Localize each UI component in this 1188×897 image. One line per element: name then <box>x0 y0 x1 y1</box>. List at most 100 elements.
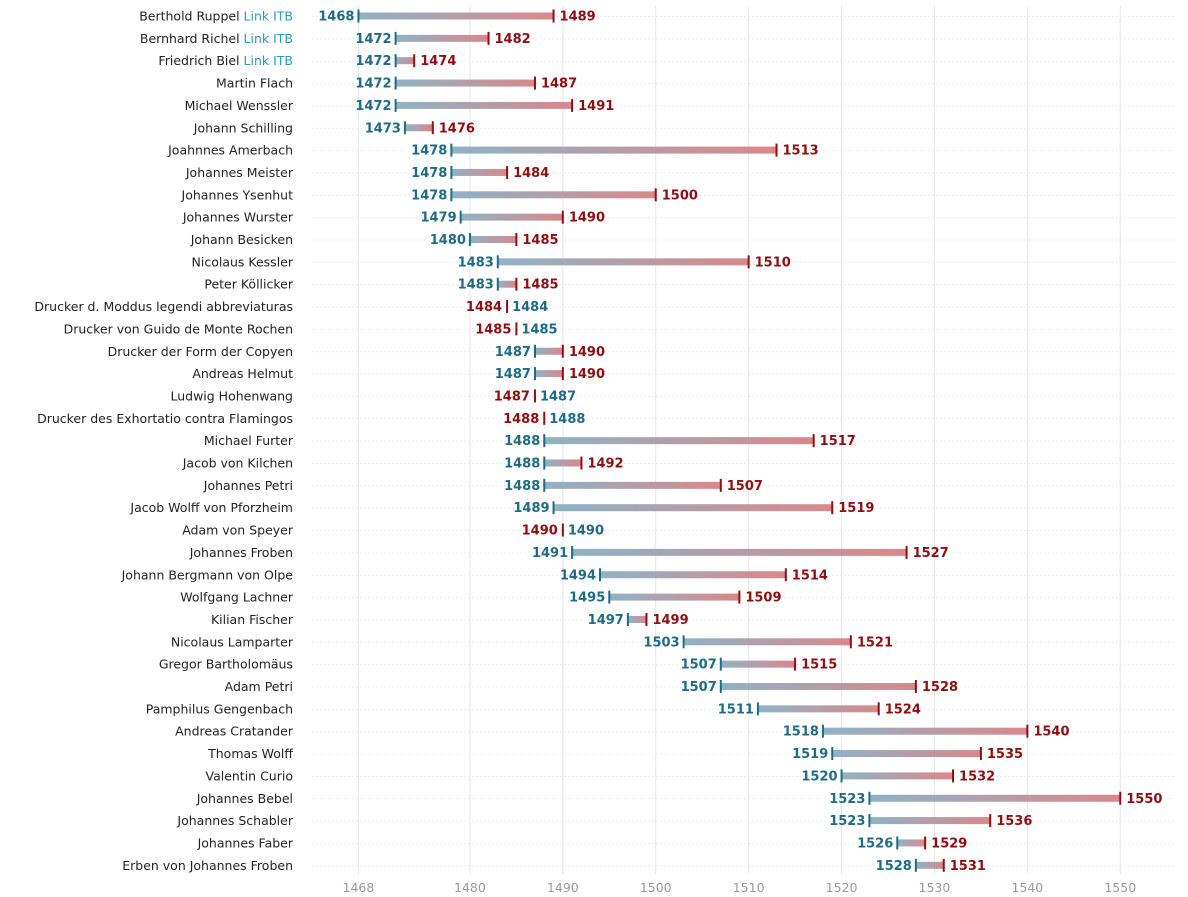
printer-name: Peter Köllicker <box>204 277 293 292</box>
row-name-label: Johannes Bebel <box>196 791 293 806</box>
printer-name: Nicolaus Lamparter <box>171 634 294 649</box>
row-name-label: Bernhard Richel Link ITB <box>140 31 293 46</box>
end-year-label: 1528 <box>922 680 958 695</box>
range-bar <box>609 593 740 601</box>
end-year-label: 1490 <box>569 345 605 360</box>
start-year-label: 1526 <box>857 836 893 851</box>
start-year-label: 1488 <box>504 479 540 494</box>
start-year-label: 1491 <box>532 546 568 561</box>
range-bar <box>869 817 991 825</box>
link-itb[interactable]: Link ITB <box>244 31 293 46</box>
row-name-label: Johannes Ysenhut <box>181 187 294 202</box>
start-year-label: 1487 <box>540 389 576 404</box>
range-bar <box>720 683 916 690</box>
start-year-label: 1528 <box>876 859 912 874</box>
row-name-label: Friedrich Biel Link ITB <box>158 53 293 68</box>
start-year-label: 1479 <box>420 211 456 226</box>
printer-name: Johannes Schabler <box>176 813 293 828</box>
link-itb[interactable]: Link ITB <box>244 9 293 24</box>
end-year-label: 1487 <box>541 77 577 92</box>
range-bar <box>395 79 535 87</box>
row-name-label: Johannes Petri <box>203 478 293 493</box>
start-year-label: 1485 <box>521 322 557 337</box>
row-name-label: Drucker von Guido de Monte Rochen <box>64 321 293 336</box>
row-item: Bernhard Richel Link ITB 1472 1482 <box>140 31 1176 47</box>
x-tick-label: 1510 <box>733 880 765 895</box>
end-year-label: 1510 <box>755 255 791 270</box>
row-name-label: Gregor Bartholomäus <box>159 657 293 672</box>
range-bar <box>915 861 944 869</box>
row-name-label: Berthold Ruppel Link ITB <box>139 9 293 24</box>
range-bar <box>395 34 489 42</box>
range-bar <box>469 236 517 243</box>
row-item: Johannes Faber 1526 1529 <box>197 835 1176 851</box>
range-bar <box>841 772 954 780</box>
end-year-label: 1514 <box>792 568 828 583</box>
row-item: Wolfgang Lachner 1495 1509 <box>180 590 1176 606</box>
end-year-label: 1532 <box>959 769 995 784</box>
x-tick-label: 1530 <box>919 880 951 895</box>
printer-name: Adam Petri <box>225 679 293 694</box>
start-year-label: 1484 <box>512 300 548 315</box>
row-item: Johannes Ysenhut 1478 1500 <box>181 187 1176 203</box>
printer-name: Valentin Curio <box>205 768 293 783</box>
row-item: Peter Köllicker 1483 1485 <box>204 277 1176 293</box>
x-tick-label: 1540 <box>1011 880 1043 895</box>
range-bar <box>683 638 851 646</box>
printer-name: Johannes Wurster <box>182 210 294 225</box>
end-year-label: 1519 <box>838 501 874 516</box>
row-item: Friedrich Biel Link ITB 1472 1474 <box>158 53 1176 69</box>
row-name-label: Michael Furter <box>204 433 294 448</box>
start-year-label: 1520 <box>801 769 837 784</box>
printer-name: Jacob Wolff von Pforzheim <box>129 500 293 515</box>
end-year-label: 1513 <box>783 144 819 159</box>
printer-name: Andreas Helmut <box>192 366 293 381</box>
printer-name: Johannes Meister <box>185 165 294 180</box>
printer-name: Erben von Johannes Froben <box>122 858 293 873</box>
end-year-label: 1490 <box>522 524 558 539</box>
range-bar <box>497 280 517 288</box>
row-item: Drucker des Exhortatio contra Flamingos 1… <box>37 411 1176 427</box>
row-item: Nicolaus Lamparter 1503 1521 <box>171 634 1176 650</box>
row-name-label: Wolfgang Lachner <box>180 590 294 605</box>
end-year-label: 1492 <box>587 457 623 472</box>
row-item: Andreas Cratander 1518 1540 <box>175 724 1176 740</box>
range-bar <box>544 459 582 467</box>
end-year-label: 1529 <box>931 836 967 851</box>
row-item: Berthold Ruppel Link ITB 1468 1489 <box>139 9 1176 25</box>
row-item: Johannes Wurster 1479 1490 <box>182 210 1176 226</box>
row-item: Ludwig Hohenwang 1487 1487 <box>170 388 1176 404</box>
start-year-label: 1472 <box>355 54 391 69</box>
row-name-label: Nicolaus Lamparter <box>171 634 294 649</box>
row-name-label: Valentin Curio <box>205 768 293 783</box>
end-year-label: 1482 <box>495 32 531 47</box>
printer-name: Michael Furter <box>204 433 294 448</box>
end-year-label: 1487 <box>494 389 530 404</box>
link-itb[interactable]: Link ITB <box>244 53 293 68</box>
row-item: Johannes Froben 1491 1527 <box>189 545 1176 561</box>
row-name-label: Johannes Schabler <box>176 813 293 828</box>
row-item: Martin Flach 1472 1487 <box>216 76 1176 92</box>
row-name-label: Johann Schilling <box>193 120 293 135</box>
end-year-label: 1488 <box>503 412 539 427</box>
row-name-label: Johann Bergmann von Olpe <box>121 567 294 582</box>
start-year-label: 1523 <box>829 814 865 829</box>
start-year-label: 1472 <box>355 99 391 114</box>
range-bar <box>534 370 563 378</box>
end-year-label: 1474 <box>420 54 456 69</box>
range-bar <box>832 750 981 758</box>
x-tick-label: 1520 <box>826 880 858 895</box>
start-year-label: 1507 <box>681 680 717 695</box>
printer-name: Johannes Froben <box>189 545 293 560</box>
start-year-label: 1478 <box>411 144 447 159</box>
printer-name: Nicolaus Kessler <box>192 254 294 269</box>
x-tick-label: 1490 <box>547 880 579 895</box>
row-name-label: Nicolaus Kessler <box>192 254 294 269</box>
end-year-label: 1489 <box>560 10 596 25</box>
row-name-label: Peter Köllicker <box>204 277 293 292</box>
start-year-label: 1489 <box>513 501 549 516</box>
start-year-label: 1468 <box>318 10 354 25</box>
x-tick-label: 1468 <box>343 880 375 895</box>
start-year-label: 1472 <box>355 32 391 47</box>
range-bar <box>822 727 1028 735</box>
